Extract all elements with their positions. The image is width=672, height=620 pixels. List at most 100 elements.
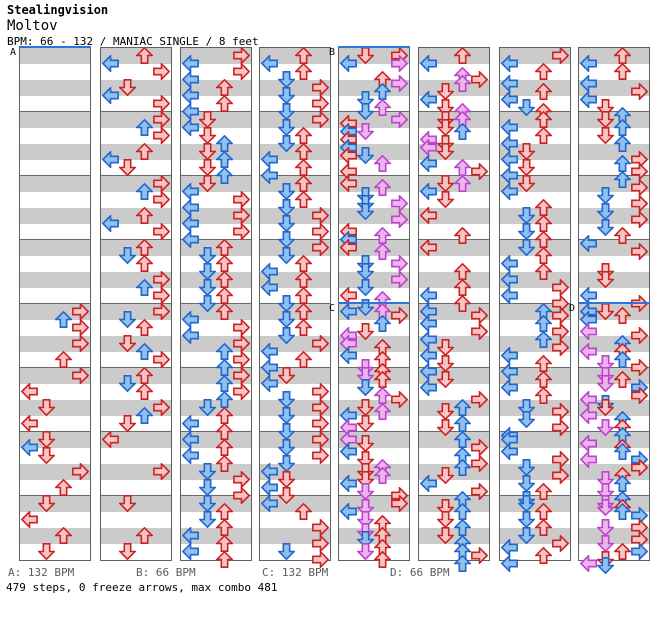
arrow-up-icon — [535, 519, 552, 536]
arrow-right-icon — [471, 307, 488, 324]
arrow-left-icon — [501, 91, 518, 108]
arrow-left-icon — [182, 327, 199, 344]
arrow-left-icon — [261, 343, 278, 360]
measure-line — [101, 431, 171, 432]
arrow-left-icon — [420, 331, 437, 348]
arrow-left-icon — [501, 55, 518, 72]
arrow-up-icon — [454, 415, 471, 432]
arrow-left-icon — [580, 343, 597, 360]
arrow-left-icon — [420, 287, 437, 304]
arrow-down-icon — [357, 379, 374, 396]
arrow-right-icon — [391, 111, 408, 128]
arrow-up-icon — [454, 295, 471, 312]
arrow-left-icon — [501, 443, 518, 460]
arrow-down-icon — [518, 239, 535, 256]
arrow-up-icon — [295, 127, 312, 144]
arrow-right-icon — [153, 95, 170, 112]
measure-line — [20, 239, 90, 240]
arrow-up-icon — [295, 47, 312, 64]
arrow-down-icon — [597, 399, 614, 416]
arrow-right-icon — [153, 175, 170, 192]
arrow-right-icon — [312, 519, 329, 536]
arrow-up-icon — [454, 47, 471, 64]
arrow-up-icon — [136, 207, 153, 224]
arrow-right-icon — [552, 419, 569, 436]
arrow-down-icon — [518, 143, 535, 160]
arrow-right-icon — [153, 399, 170, 416]
arrow-down-icon — [357, 323, 374, 340]
arrow-left-icon — [420, 91, 437, 108]
arrow-up-icon — [295, 351, 312, 368]
section-c-bpm: C: 132 BPM — [262, 566, 329, 579]
section-marker-label-d: D — [569, 303, 576, 314]
arrow-right-icon — [312, 111, 329, 128]
arrow-down-icon — [278, 183, 295, 200]
section-marker-label-b: B — [329, 47, 336, 58]
measure-line — [181, 111, 251, 112]
arrow-right-icon — [233, 319, 250, 336]
measure-line — [579, 175, 649, 176]
arrow-down-icon — [119, 247, 136, 264]
section-marker-line-b — [338, 46, 410, 48]
arrow-up-icon — [374, 179, 391, 196]
measure-line — [339, 239, 409, 240]
arrow-right-icon — [391, 55, 408, 72]
arrow-up-icon — [216, 535, 233, 552]
arrow-right-icon — [552, 47, 569, 64]
arrow-down-icon — [278, 311, 295, 328]
arrow-down-icon — [199, 511, 216, 528]
measure-line — [181, 303, 251, 304]
arrow-left-icon — [261, 263, 278, 280]
arrow-left-icon — [261, 151, 278, 168]
arrow-down-icon — [597, 419, 614, 436]
arrow-up-icon — [295, 319, 312, 336]
arrow-left-icon — [501, 271, 518, 288]
arrow-left-icon — [340, 443, 357, 460]
arrow-left-icon — [420, 139, 437, 156]
chart-column-8: D — [569, 47, 650, 574]
measure-line — [101, 303, 171, 304]
measure-line — [419, 495, 489, 496]
measure-line — [579, 495, 649, 496]
arrow-up-icon — [535, 263, 552, 280]
arrow-down-icon — [518, 159, 535, 176]
arrow-up-icon — [136, 407, 153, 424]
chart-column-1: A — [10, 46, 91, 561]
arrow-up-icon — [374, 227, 391, 244]
arrow-right-icon — [72, 319, 89, 336]
arrow-right-icon — [631, 359, 648, 376]
arrow-down-icon — [437, 119, 454, 136]
arrow-right-icon — [153, 223, 170, 240]
arrow-left-icon — [21, 511, 38, 528]
arrow-up-icon — [374, 83, 391, 100]
arrow-right-icon — [631, 459, 648, 476]
arrow-up-icon — [614, 227, 631, 244]
measure-line — [579, 111, 649, 112]
arrow-left-icon — [420, 183, 437, 200]
arrow-right-icon — [471, 391, 488, 408]
arrow-up-icon — [216, 423, 233, 440]
arrow-up-icon — [216, 167, 233, 184]
arrow-left-icon — [501, 379, 518, 396]
arrow-right-icon — [153, 271, 170, 288]
arrow-down-icon — [437, 511, 454, 528]
arrow-up-icon — [55, 527, 72, 544]
arrow-up-icon — [295, 63, 312, 80]
arrow-up-icon — [295, 503, 312, 520]
arrow-left-icon — [501, 287, 518, 304]
arrow-down-icon — [357, 147, 374, 164]
arrow-right-icon — [552, 323, 569, 340]
arrow-up-icon — [136, 119, 153, 136]
measure-line — [419, 367, 489, 368]
arrow-right-icon — [391, 307, 408, 324]
arrow-down-icon — [119, 311, 136, 328]
arrow-left-icon — [261, 55, 278, 72]
arrow-up-icon — [216, 151, 233, 168]
arrow-left-icon — [580, 407, 597, 424]
measure-line — [339, 367, 409, 368]
arrow-left-icon — [580, 235, 597, 252]
arrow-left-icon — [501, 135, 518, 152]
measure-line — [500, 495, 570, 496]
arrow-left-icon — [580, 55, 597, 72]
